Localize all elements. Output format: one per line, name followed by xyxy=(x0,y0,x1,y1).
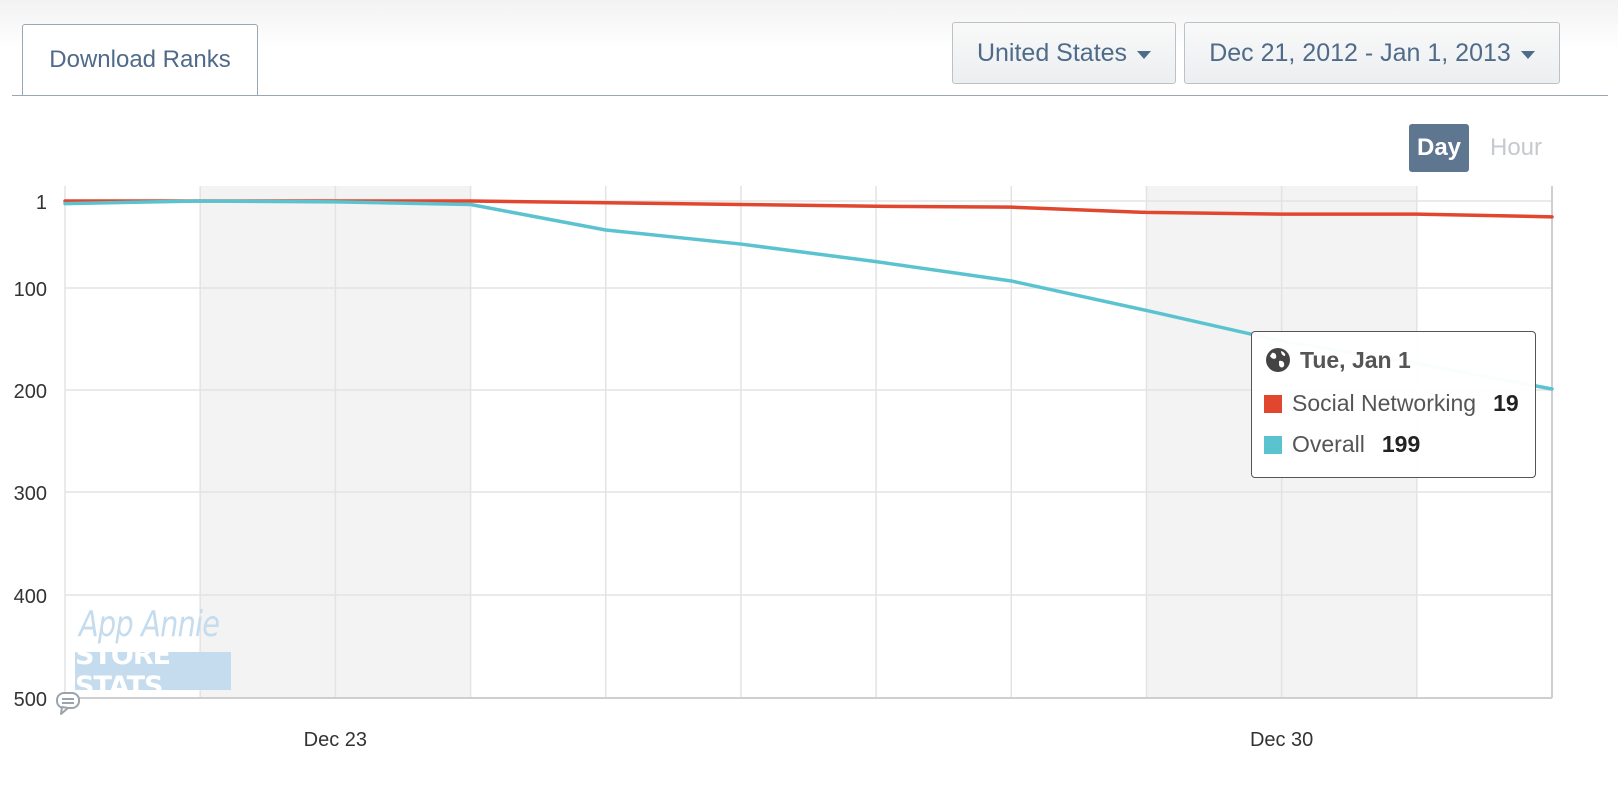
country-dropdown[interactable]: United States xyxy=(952,22,1176,84)
y-tick-label: 400 xyxy=(14,586,47,608)
chevron-down-icon xyxy=(1137,50,1152,59)
tooltip-swatch-social-networking xyxy=(1264,394,1282,413)
x-tick-label: Dec 30 xyxy=(1250,729,1313,751)
tooltip-swatch-overall xyxy=(1264,435,1282,454)
y-tick-label: 300 xyxy=(14,483,47,505)
date-range-dropdown[interactable]: Dec 21, 2012 - Jan 1, 2013 xyxy=(1184,22,1560,84)
comment-icon[interactable] xyxy=(55,690,81,716)
tab-download-ranks[interactable]: Download Ranks xyxy=(22,24,258,96)
tab-download-ranks-label: Download Ranks xyxy=(49,46,231,73)
chart-tooltip: Tue, Jan 1 Social Networking 19 Overall … xyxy=(1251,331,1536,478)
watermark-line2: STORE STATS xyxy=(75,640,231,702)
tooltip-series-value: 199 xyxy=(1381,431,1421,457)
y-tick-label: 100 xyxy=(14,279,47,301)
app-annie-watermark-logo: App Annie STORE STATS xyxy=(75,604,235,702)
chevron-down-icon xyxy=(1520,50,1535,59)
watermark-line1: App Annie xyxy=(79,604,220,645)
tooltip-row-social-networking: Social Networking 19 xyxy=(1264,390,1519,417)
y-tick-label: 1 xyxy=(36,192,47,214)
globe-icon xyxy=(1266,348,1290,372)
tooltip-series-value: 19 xyxy=(1493,390,1519,416)
y-tick-label: 500 xyxy=(14,689,47,711)
country-dropdown-label: United States xyxy=(976,38,1128,67)
tooltip-date: Tue, Jan 1 xyxy=(1300,346,1411,373)
y-tick-label: 200 xyxy=(14,381,47,403)
tooltip-date-row: Tue, Jan 1 xyxy=(1264,346,1411,374)
date-range-dropdown-label: Dec 21, 2012 - Jan 1, 2013 xyxy=(1209,38,1511,67)
tab-bar-divider xyxy=(12,95,1608,96)
tooltip-row-overall: Overall 199 xyxy=(1264,431,1420,458)
hour-toggle-button[interactable]: Hour xyxy=(1489,134,1543,161)
day-toggle-button[interactable]: Day xyxy=(1409,124,1469,172)
x-tick-label: Dec 23 xyxy=(304,729,367,751)
tooltip-series-name: Social Networking xyxy=(1292,390,1477,416)
tooltip-series-name: Overall xyxy=(1292,431,1365,457)
